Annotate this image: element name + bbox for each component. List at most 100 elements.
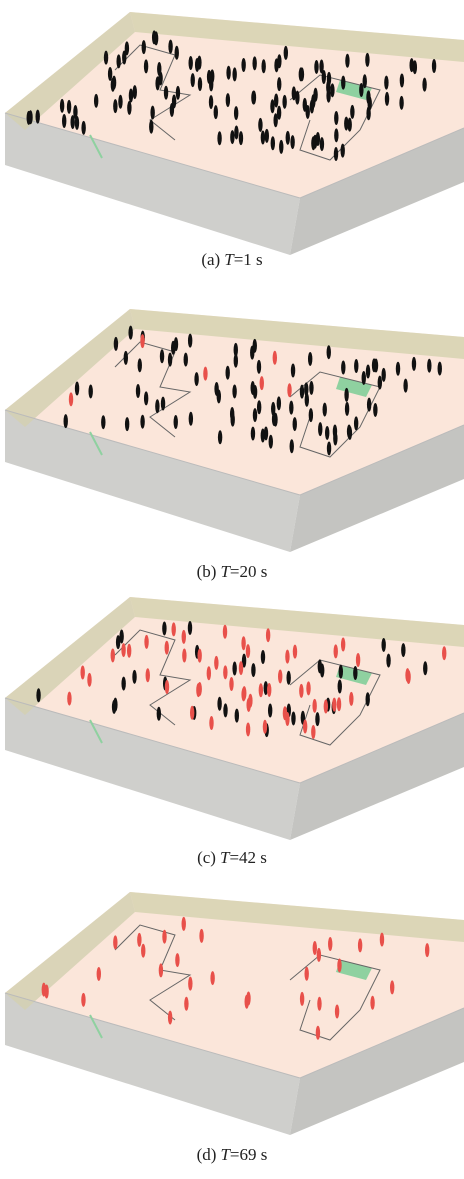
person — [406, 670, 410, 684]
person — [327, 345, 331, 359]
person — [188, 977, 192, 991]
person — [366, 90, 370, 104]
scene — [5, 12, 464, 255]
person — [261, 429, 265, 443]
person — [97, 967, 101, 981]
person — [386, 654, 390, 668]
person — [214, 105, 218, 119]
person — [432, 59, 436, 73]
person — [423, 661, 427, 675]
scene — [5, 892, 464, 1135]
person — [266, 628, 270, 642]
person — [293, 645, 297, 659]
person — [316, 132, 320, 146]
person — [242, 686, 246, 700]
person — [347, 424, 351, 438]
caption: (a)T=1 s — [201, 250, 262, 269]
person — [341, 144, 345, 158]
person — [299, 684, 303, 698]
person — [157, 707, 161, 721]
person — [217, 389, 221, 403]
person — [149, 120, 153, 134]
person — [184, 997, 188, 1011]
caption: (b)T=20 s — [197, 562, 268, 581]
person — [300, 385, 304, 399]
person — [175, 46, 179, 60]
person — [311, 136, 315, 150]
person — [251, 427, 255, 441]
person — [162, 621, 166, 635]
person — [273, 113, 277, 127]
person — [172, 622, 176, 636]
person — [252, 56, 256, 70]
person — [168, 40, 172, 54]
person — [339, 665, 343, 679]
person — [162, 930, 166, 944]
person — [403, 379, 407, 393]
person — [28, 110, 32, 124]
person — [277, 54, 281, 68]
person — [226, 66, 230, 80]
person — [67, 692, 71, 706]
person — [209, 716, 213, 730]
person — [367, 398, 371, 412]
person — [313, 941, 317, 955]
person — [223, 703, 227, 717]
person — [306, 681, 310, 695]
person — [146, 668, 150, 682]
person — [306, 105, 310, 119]
person — [319, 60, 323, 74]
person — [182, 630, 186, 644]
person — [277, 396, 281, 410]
person — [332, 698, 336, 712]
person — [344, 388, 348, 402]
person — [318, 422, 322, 436]
person — [142, 40, 146, 54]
scene — [5, 597, 464, 840]
person — [273, 351, 277, 365]
person — [399, 96, 403, 110]
person — [317, 997, 321, 1011]
person — [285, 712, 289, 726]
person — [157, 62, 161, 76]
person — [354, 359, 358, 373]
person — [168, 1011, 172, 1025]
person — [214, 656, 218, 670]
person — [325, 426, 329, 440]
person — [165, 680, 169, 694]
person — [81, 121, 85, 135]
person — [160, 349, 164, 363]
caption-label: (b) — [197, 562, 217, 581]
person — [334, 111, 338, 125]
person — [195, 58, 199, 72]
person — [341, 76, 345, 90]
person — [261, 131, 265, 145]
person — [132, 670, 136, 684]
person — [111, 648, 115, 662]
person — [267, 683, 271, 697]
person — [217, 131, 221, 145]
person — [257, 360, 261, 374]
person — [128, 326, 132, 340]
person — [168, 353, 172, 367]
person — [137, 933, 141, 947]
person — [380, 933, 384, 947]
person — [327, 441, 331, 455]
person — [81, 993, 85, 1007]
person — [199, 929, 203, 943]
person — [309, 381, 313, 395]
person — [232, 67, 236, 81]
person — [118, 95, 122, 109]
person — [75, 382, 79, 396]
person — [36, 110, 40, 124]
person — [293, 417, 297, 431]
person — [171, 341, 175, 355]
caption: (c)T=42 s — [197, 848, 267, 867]
person — [291, 711, 295, 725]
person — [284, 46, 288, 60]
scene — [5, 309, 464, 552]
person — [363, 74, 367, 88]
person — [286, 671, 290, 685]
person — [121, 677, 125, 691]
person — [197, 682, 201, 696]
